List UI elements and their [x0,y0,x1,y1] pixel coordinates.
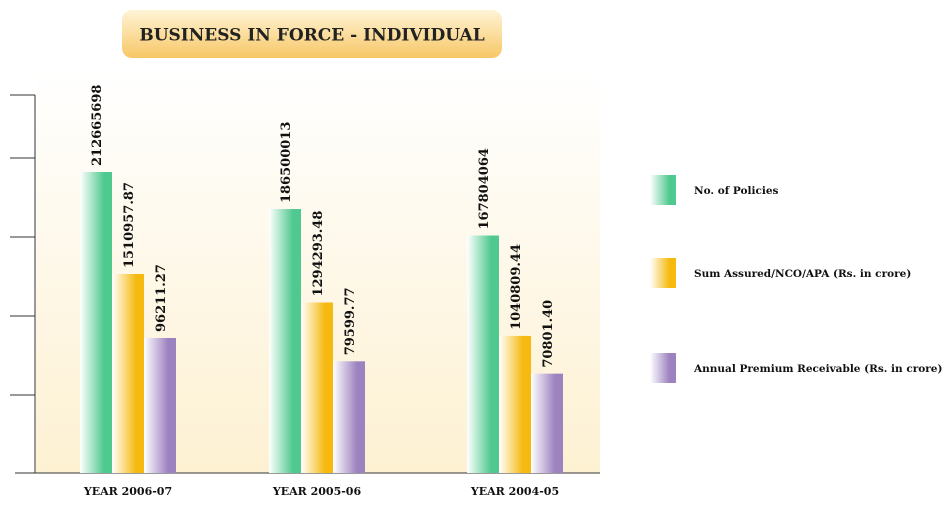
bar [80,172,112,473]
bar [144,338,176,473]
bar [499,335,531,473]
data-label: 70801.40 [541,300,556,368]
bar [112,274,144,473]
data-label: 186500013 [279,122,294,203]
legend-swatch [650,175,676,205]
legend-label: Sum Assured/NCO/APA (Rs. in crore) [694,268,911,280]
data-label: 79599.77 [343,287,358,355]
x-tick-label: YEAR 2005-06 [272,485,362,498]
data-label: 1040809.44 [509,244,524,330]
legend-label: Annual Premium Receivable (Rs. in crore) [693,363,942,375]
legend-swatch [650,353,676,383]
data-label: 212665698 [90,85,105,166]
x-tick-label: YEAR 2004-05 [470,485,559,498]
x-tick-label: YEAR 2006-07 [83,485,172,498]
data-label: 167804064 [477,148,492,229]
data-label: 96211.27 [154,264,169,332]
data-label: 1294293.48 [311,211,326,297]
legend-swatch [650,258,676,288]
axis-ticks [10,94,35,396]
bar [333,361,365,473]
data-label: 1510957.87 [122,182,137,268]
title-box [122,10,502,58]
bar [467,235,499,473]
bar [301,302,333,473]
chart-title: BUSINESS IN FORCE - INDIVIDUAL [139,26,484,46]
bar [531,373,563,473]
bar [269,209,301,473]
legend-label: No. of Policies [694,185,779,197]
